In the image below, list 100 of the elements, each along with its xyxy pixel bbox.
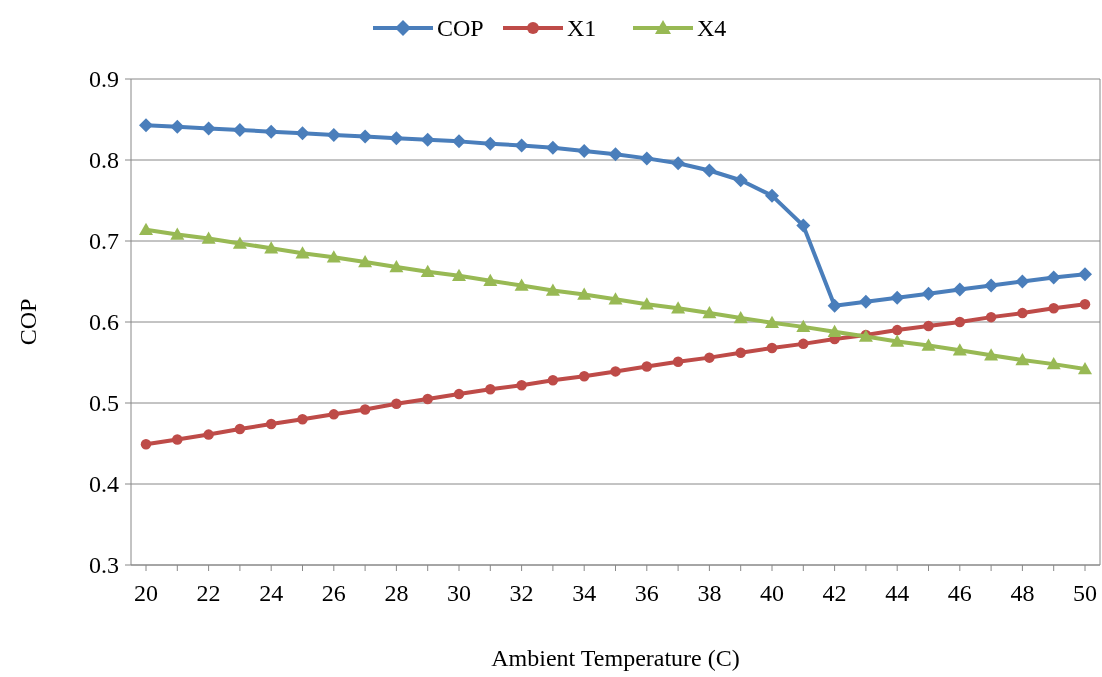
point (608, 147, 623, 162)
point (984, 278, 999, 293)
point (608, 292, 623, 305)
point (359, 404, 371, 415)
x-tick-label: 42 (822, 580, 847, 606)
point (577, 144, 592, 159)
point (514, 138, 529, 153)
point (796, 319, 811, 333)
y-tick-label: 0.6 (89, 309, 119, 336)
point (921, 338, 936, 351)
y-axis-title: COP (15, 298, 41, 346)
x-tick-label: 48 (1010, 580, 1035, 606)
legend-label: X4 (697, 15, 727, 42)
point (766, 342, 778, 354)
point (1015, 274, 1030, 289)
point (264, 124, 279, 139)
point (420, 132, 435, 147)
point (704, 352, 715, 363)
point (671, 156, 686, 171)
point (234, 423, 246, 435)
point (733, 310, 748, 324)
point (139, 222, 153, 235)
point (985, 311, 997, 323)
point (1078, 267, 1092, 282)
x-tick-label: 38 (697, 580, 722, 606)
legend-label: X1 (567, 15, 597, 42)
point (514, 278, 529, 291)
point (358, 129, 373, 144)
point (172, 434, 183, 445)
point (232, 236, 247, 249)
x-tick-label: 20 (134, 580, 158, 606)
x-tick-label: 36 (634, 580, 659, 606)
point (170, 119, 185, 134)
point (547, 375, 559, 386)
point (1046, 270, 1061, 285)
point (733, 173, 748, 188)
y-tick-label: 0.4 (89, 471, 119, 498)
point (170, 227, 185, 240)
point (890, 290, 905, 305)
point (483, 273, 498, 286)
point (984, 348, 999, 361)
y-tick-label: 0.3 (89, 552, 119, 579)
point (483, 136, 498, 151)
point (578, 371, 590, 382)
point (389, 131, 404, 146)
point (328, 409, 340, 420)
y-tick-label: 0.7 (89, 228, 119, 255)
point (923, 320, 934, 332)
point (765, 188, 779, 203)
point (827, 298, 842, 313)
point (297, 413, 308, 425)
point (485, 383, 496, 395)
y-tick-label: 0.8 (89, 147, 119, 174)
point (1046, 357, 1061, 370)
point (391, 398, 402, 410)
x-tick-label: 34 (572, 580, 597, 606)
point (201, 121, 216, 136)
point (1048, 302, 1059, 314)
point (641, 361, 653, 372)
point (422, 393, 433, 405)
x-tick-label: 22 (196, 580, 221, 606)
y-tick-label: 0.5 (89, 390, 119, 417)
point (201, 231, 216, 244)
x-tick-label: 46 (947, 580, 972, 606)
point (798, 338, 809, 350)
x-axis-title: Ambient Temperature (C) (491, 645, 740, 671)
point (545, 140, 560, 155)
point (952, 282, 967, 297)
point (1078, 361, 1092, 375)
point (452, 268, 466, 282)
x-tick-label: 50 (1073, 580, 1097, 606)
point (265, 418, 277, 430)
point (453, 388, 465, 400)
point (610, 366, 621, 377)
legend-label: COP (437, 15, 484, 42)
x-tick-label: 40 (760, 580, 784, 606)
point (295, 246, 310, 259)
point (203, 429, 214, 440)
point (921, 286, 936, 301)
x-tick-label: 44 (885, 580, 910, 606)
point (639, 151, 654, 166)
point (264, 241, 279, 254)
point (890, 334, 905, 347)
point (952, 343, 967, 356)
x-tick-label: 30 (447, 580, 471, 606)
point (140, 439, 152, 450)
point (420, 264, 435, 278)
x-tick-label: 26 (321, 580, 346, 606)
point (891, 324, 903, 336)
point (358, 255, 373, 268)
point (1079, 298, 1091, 310)
point (326, 127, 341, 142)
x-tick-label: 24 (259, 580, 284, 606)
point (139, 118, 153, 133)
point (671, 301, 686, 314)
point (295, 126, 310, 141)
point (858, 294, 873, 309)
point (796, 218, 811, 233)
point (232, 123, 247, 138)
point (545, 283, 560, 296)
